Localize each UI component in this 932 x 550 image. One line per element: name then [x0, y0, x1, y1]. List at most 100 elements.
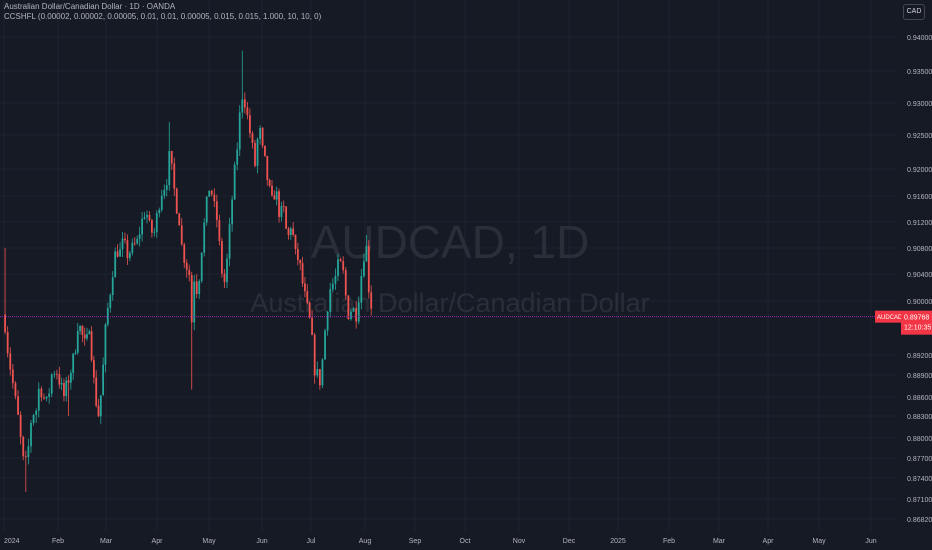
- candle-body: [151, 220, 153, 233]
- candle-body: [213, 194, 216, 202]
- watermark-name: Australian Dollar/Canadian Dollar: [250, 288, 649, 318]
- candle-body: [133, 242, 136, 244]
- candle-body: [313, 334, 316, 376]
- candle-body: [268, 179, 271, 186]
- y-tick-label: 0.90000: [907, 299, 932, 306]
- candle-body: [95, 377, 98, 406]
- candle-body: [280, 206, 283, 217]
- x-tick-label: Jul: [307, 538, 316, 545]
- candle-body: [67, 380, 70, 383]
- candle-body: [363, 261, 365, 277]
- candle-body: [35, 410, 38, 415]
- candle-body: [241, 99, 244, 113]
- candle-body: [350, 311, 352, 320]
- x-tick-label: Dec: [563, 538, 576, 545]
- candle-body: [83, 334, 86, 339]
- y-tick-label: 0.88600: [907, 395, 932, 402]
- chart-title: Australian Dollar/Canadian Dollar · 1D ·…: [4, 2, 176, 11]
- candle-body: [72, 353, 75, 373]
- candle-body: [342, 261, 345, 271]
- candle-body: [155, 213, 158, 233]
- candle-body: [111, 277, 114, 295]
- candle-body: [106, 308, 109, 325]
- candle-body: [367, 245, 370, 293]
- bar-countdown: 12:10:35: [904, 325, 931, 332]
- y-tick-label: 0.92000: [907, 167, 932, 174]
- y-tick-label: 0.91600: [907, 194, 932, 201]
- candle-body: [136, 238, 139, 244]
- candle-body: [170, 150, 173, 164]
- candle-body: [292, 228, 295, 235]
- candle-body: [188, 269, 191, 276]
- candle-body: [4, 314, 6, 333]
- candle-body: [60, 383, 63, 385]
- y-tick-label: 0.89200: [907, 353, 932, 360]
- candle-body: [316, 369, 319, 376]
- candle-body: [304, 283, 306, 292]
- candle-body: [153, 232, 156, 233]
- candle-body: [138, 234, 141, 239]
- candles: [4, 50, 373, 492]
- y-tick-label: 0.92500: [907, 133, 932, 140]
- candle-body: [337, 259, 339, 277]
- candle-body: [37, 388, 40, 411]
- candle-body: [278, 191, 280, 217]
- candle-body: [121, 238, 124, 250]
- candle-body: [48, 393, 51, 397]
- price-axis[interactable]: 0.94000 0.93500 0.93000 0.92500 0.92000 0.916…: [895, 0, 932, 550]
- x-tick-label: May: [812, 538, 826, 545]
- x-tick-label: Sep: [409, 538, 422, 545]
- candle-body: [273, 195, 276, 200]
- candle-body: [193, 281, 196, 323]
- candle-body: [231, 199, 234, 225]
- candle-body: [360, 276, 363, 303]
- candle-body: [365, 245, 368, 262]
- watermark-symbol: AUDCAD, 1D: [311, 216, 590, 268]
- candle-body: [76, 331, 79, 353]
- candle-body: [195, 281, 198, 295]
- candle-body: [40, 388, 43, 398]
- last-price-value: 0.89768: [904, 315, 929, 322]
- candle-body: [119, 249, 121, 257]
- indicator-label[interactable]: CCSHFL (0.00002, 0.00002, 0.00005, 0.01,…: [4, 12, 322, 21]
- candle-body: [228, 224, 231, 259]
- candle-body: [198, 280, 201, 295]
- time-axis[interactable]: 2024 Feb Mar Apr May Jun Jul Aug Sep Oct Nov Dec 202…: [0, 532, 932, 550]
- candle-body: [17, 396, 19, 415]
- candle-body: [334, 276, 337, 284]
- x-tick-label: Jun: [256, 538, 267, 545]
- x-tick-label: Apr: [763, 538, 775, 545]
- candle-body: [223, 273, 226, 283]
- candle-body: [352, 308, 355, 312]
- candle-body: [128, 252, 131, 259]
- candle-body: [324, 330, 326, 360]
- grid: [0, 0, 895, 532]
- candle-body: [24, 456, 27, 458]
- candle-body: [30, 422, 32, 447]
- y-tick-label: 0.88900: [907, 373, 932, 380]
- candle-body: [301, 263, 304, 284]
- candle-body: [264, 145, 266, 156]
- candle-body: [355, 308, 358, 322]
- candle-body: [53, 373, 56, 375]
- candle-body: [331, 283, 334, 290]
- candle-body: [97, 405, 100, 417]
- currency-badge[interactable]: CAD: [903, 4, 925, 20]
- candle-body: [173, 163, 176, 189]
- symbol-tag: [875, 310, 901, 323]
- candle-body: [282, 206, 285, 207]
- candle-body: [50, 374, 53, 394]
- candle-body: [221, 241, 223, 274]
- candle-body: [203, 222, 206, 253]
- candle-body: [200, 252, 203, 281]
- x-tick-label: Jun: [865, 538, 876, 545]
- candle-body: [158, 209, 161, 214]
- candle-body: [266, 155, 269, 180]
- candle-body: [306, 291, 309, 303]
- candle-body: [318, 369, 321, 386]
- symbol-tag-label: AUDCAD: [877, 315, 903, 321]
- candle-body: [104, 324, 107, 365]
- candle-body: [339, 259, 342, 262]
